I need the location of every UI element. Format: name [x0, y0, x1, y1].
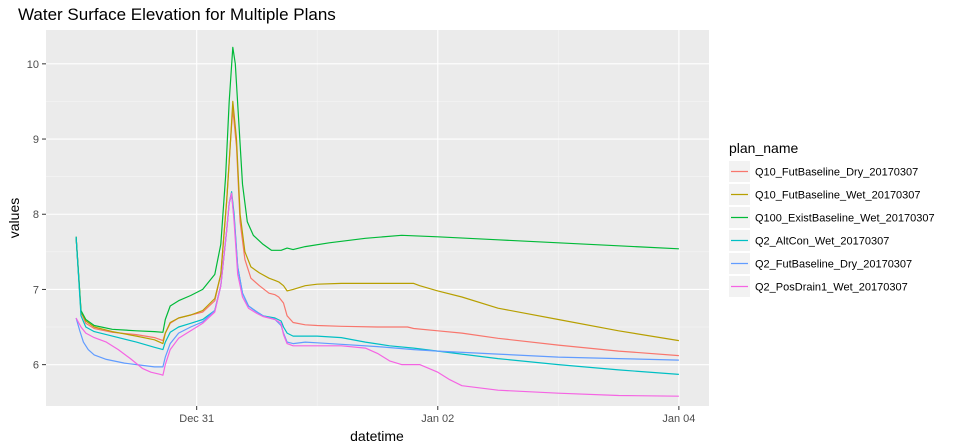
legend-label: Q2_AltCon_Wet_20170307 [755, 236, 889, 248]
x-axis: Dec 31 Jan 02 Jan 04 [179, 406, 695, 425]
series-line [75, 100, 679, 345]
y-tick-label: 6 [33, 360, 39, 372]
legend-label: Q2_FutBaseline_Dry_20170307 [755, 259, 912, 271]
legend-label: Q10_FutBaseline_Wet_20170307 [755, 190, 921, 202]
series-line [75, 192, 679, 397]
legend-label: Q10_FutBaseline_Dry_20170307 [755, 167, 918, 179]
legend-label: Q100_ExistBaseline_Wet_20170307 [755, 213, 935, 225]
x-tick-label: Dec 31 [179, 413, 214, 425]
x-axis-title: datetime [350, 428, 404, 444]
y-axis-title: values [6, 198, 22, 238]
x-tick-label: Jan 02 [421, 413, 454, 425]
legend-title: plan_name [729, 140, 798, 156]
x-tick-label: Jan 04 [662, 413, 695, 425]
plot-panel [46, 30, 709, 406]
y-axis: 6 7 8 9 10 [27, 59, 46, 372]
series-line [75, 46, 679, 333]
y-tick-label: 10 [27, 59, 39, 71]
legend-label: Q2_PosDrain1_Wet_20170307 [755, 282, 908, 294]
series-lines [75, 46, 679, 397]
y-tick-label: 9 [33, 134, 39, 146]
y-tick-label: 8 [33, 209, 39, 221]
chart-title: Water Surface Elevation for Multiple Pla… [18, 5, 336, 24]
series-line [75, 108, 679, 357]
legend: plan_name Q10_FutBaseline_Dry_20170307 Q1… [729, 140, 935, 297]
y-tick-label: 7 [33, 284, 39, 296]
